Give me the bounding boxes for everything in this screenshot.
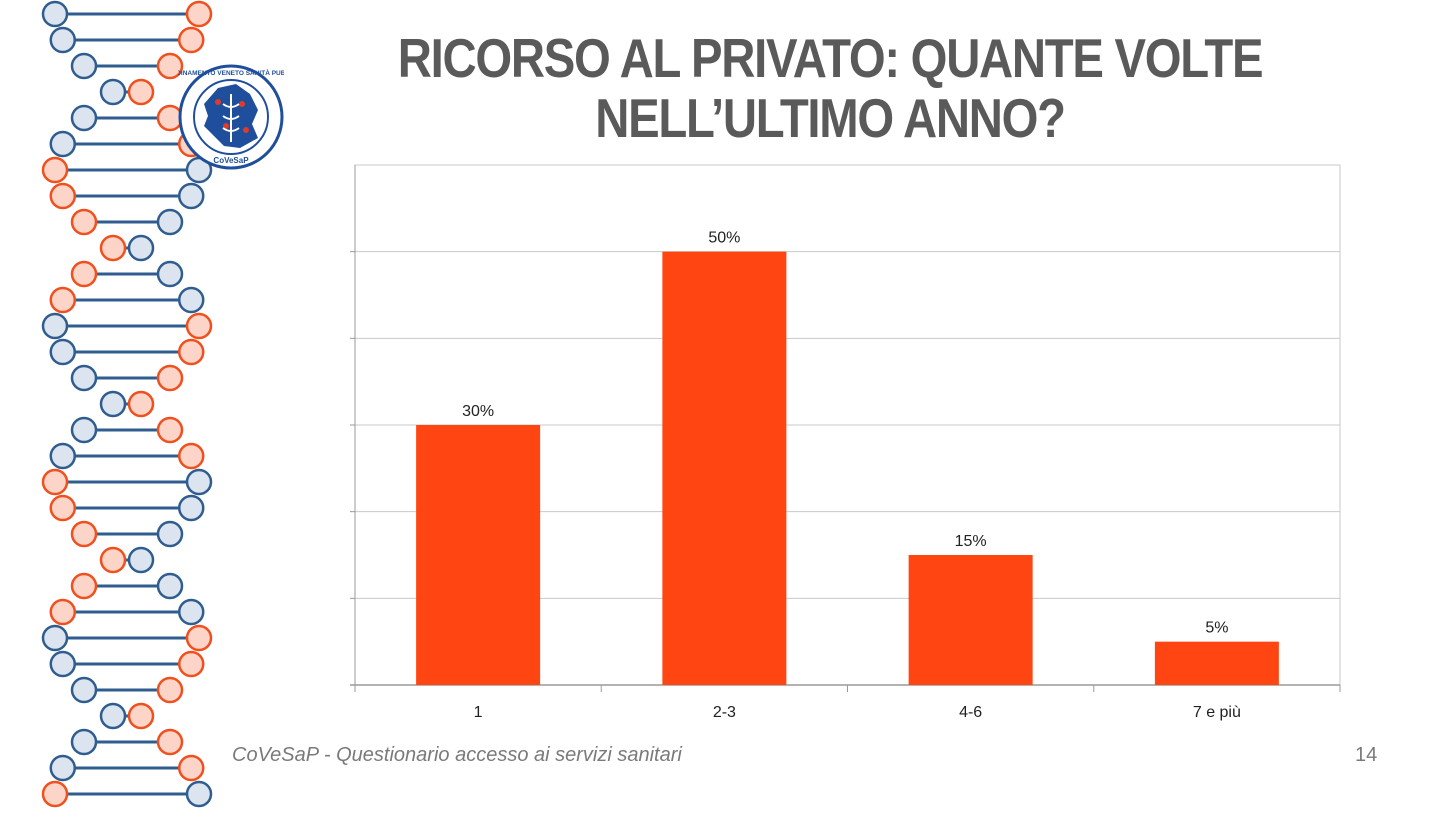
dna-node (49, 338, 77, 366)
dna-node (156, 208, 184, 236)
page-number: 14 (1355, 744, 1378, 766)
dna-node (156, 260, 184, 288)
logo-ring-text: COORDINAMENTO VENETO SANITÀ PUBBLICA (178, 68, 284, 77)
dna-node (156, 364, 184, 392)
dna-node (41, 156, 69, 184)
dna-node (177, 494, 205, 522)
bar-chart: 30% 1 50% 2-3 15% 4-6 5% 7 e più (350, 164, 1341, 721)
dna-node (156, 520, 184, 548)
dna-node (70, 676, 98, 704)
dna-node (49, 26, 77, 54)
dna-node (177, 338, 205, 366)
x-tick-label: 1 (474, 704, 483, 721)
dna-node (41, 624, 69, 652)
slide-footer: CoVeSaP - Questionario accesso ai serviz… (232, 744, 682, 766)
logo-abbr: CoVeSaP (213, 156, 249, 165)
dna-node (70, 104, 98, 132)
dna-node (41, 780, 69, 808)
bar (662, 251, 787, 685)
dna-node (156, 416, 184, 444)
slide-title-line-1: RICORSO AL PRIVATO: QUANTE VOLTE (397, 27, 1264, 89)
bar (416, 425, 541, 685)
dna-node (185, 0, 213, 28)
dna-node (127, 78, 155, 106)
slide-title-line-2: NELL’ULTIMO ANNO? (595, 87, 1066, 149)
dna-node (70, 520, 98, 548)
dna-node (185, 780, 213, 808)
dna-node (70, 260, 98, 288)
bar (1154, 641, 1279, 685)
dna-node (99, 546, 127, 574)
dna-node (49, 598, 77, 626)
dna-node (177, 182, 205, 210)
covesap-logo: COORDINAMENTO VENETO SANITÀ PUBBLICA CoV… (178, 64, 284, 170)
dna-node (70, 728, 98, 756)
data-label: 5% (1205, 620, 1228, 637)
dna-node (70, 364, 98, 392)
dna-node (177, 442, 205, 470)
dna-node (127, 234, 155, 262)
dna-node (177, 650, 205, 678)
dna-node (49, 286, 77, 314)
dna-node (177, 286, 205, 314)
dna-node (49, 442, 77, 470)
data-label: 50% (708, 230, 740, 247)
dna-node (41, 312, 69, 340)
dna-node (177, 598, 205, 626)
dna-node (185, 312, 213, 340)
caduceus-icon (222, 94, 240, 142)
dna-node (99, 234, 127, 262)
dna-node (99, 390, 127, 418)
dna-node (99, 78, 127, 106)
dna-node (156, 52, 184, 80)
dna-node (41, 0, 69, 28)
dna-node (156, 728, 184, 756)
dna-node (49, 494, 77, 522)
dna-node (49, 182, 77, 210)
dna-node (156, 676, 184, 704)
dna-node (41, 468, 69, 496)
dna-node (127, 390, 155, 418)
dna-node (70, 208, 98, 236)
dna-helix-decoration (41, 0, 213, 808)
dna-node (177, 754, 205, 782)
data-label: 15% (955, 533, 987, 550)
dna-node (70, 572, 98, 600)
dna-node (156, 572, 184, 600)
dna-node (177, 26, 205, 54)
bar (908, 555, 1033, 685)
x-tick-label: 4-6 (959, 704, 982, 721)
dna-node (127, 546, 155, 574)
dna-node (70, 52, 98, 80)
data-label: 30% (462, 403, 494, 420)
dna-node (49, 650, 77, 678)
x-tick-label: 7 e più (1193, 704, 1241, 721)
dna-node (49, 130, 77, 158)
dna-node (99, 702, 127, 730)
dna-node (185, 624, 213, 652)
x-tick-label: 2-3 (713, 704, 736, 721)
dna-node (127, 702, 155, 730)
slide-title: RICORSO AL PRIVATO: QUANTE VOLTE NELL’UL… (374, 28, 1286, 148)
dna-node (185, 468, 213, 496)
dna-node (70, 416, 98, 444)
dna-node (49, 754, 77, 782)
